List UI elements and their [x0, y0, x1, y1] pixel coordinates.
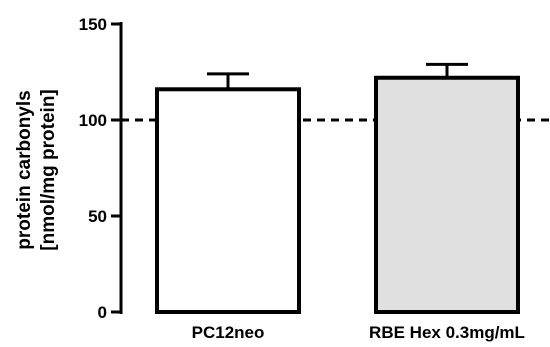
bar: [374, 75, 520, 315]
y-tick-label: 50: [88, 207, 107, 226]
y-tick-label: 0: [98, 303, 107, 322]
y-tick-label: 150: [79, 15, 107, 34]
x-category-label: RBE Hex 0.3mg/mL: [369, 323, 525, 342]
y-axis-title-line-2: [nmol/mg protein]: [38, 89, 59, 250]
y-axis-title-line-1: protein carbonyls: [14, 90, 35, 249]
plot-area: 0 50 100 150 PC12neo RBE Hex 0.3mg/mL: [79, 15, 550, 342]
x-category-label: PC12neo: [192, 323, 265, 342]
y-axis-title: protein carbonyls [nmol/mg protein]: [14, 89, 59, 250]
y-tick-label: 100: [79, 111, 107, 130]
bar: [155, 87, 301, 314]
